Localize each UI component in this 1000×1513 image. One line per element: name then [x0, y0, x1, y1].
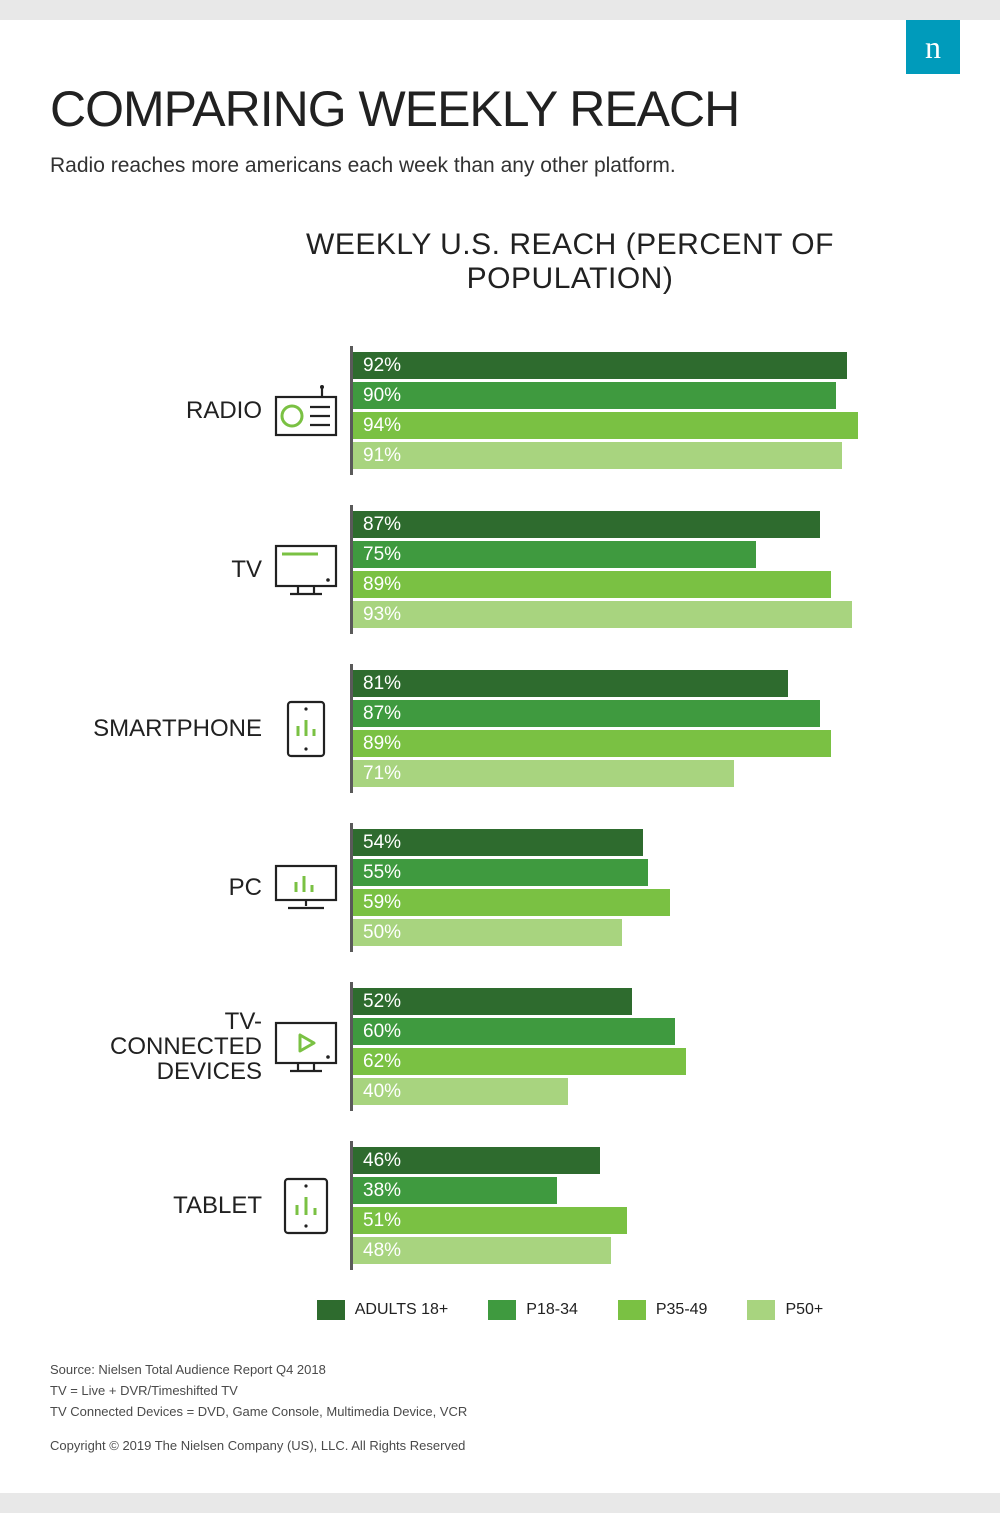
category-label-area: TV [130, 505, 350, 634]
bar-adults18plus: 52% [353, 988, 632, 1015]
footnote-line: TV Connected Devices = DVD, Game Console… [50, 1402, 950, 1423]
tv-icon [274, 540, 338, 600]
legend-item: P18-34 [488, 1300, 578, 1320]
bar-adults18plus: 87% [353, 511, 820, 538]
bar-p50plus: 48% [353, 1237, 611, 1264]
category-label: RADIO [186, 398, 262, 423]
chart-legend: ADULTS 18+ P18-34 P35-49 P50+ [130, 1300, 890, 1320]
chart-container: WEEKLY U.S. REACH (PERCENT OF POPULATION… [50, 228, 950, 1320]
category-label: TV-CONNECTEDDEVICES [110, 1009, 262, 1085]
legend-swatch [618, 1300, 646, 1320]
legend-label: P18-34 [526, 1301, 578, 1319]
category-label-area: RADIO [130, 346, 350, 475]
legend-swatch [747, 1300, 775, 1320]
category-bars: 87% 75% 89% 93% [350, 505, 890, 634]
legend-swatch [317, 1300, 345, 1320]
legend-label: P50+ [785, 1301, 823, 1319]
infographic-page: n COMPARING WEEKLY REACH Radio reaches m… [0, 20, 1000, 1493]
bar-adults18plus: 92% [353, 352, 847, 379]
category-label: TV [231, 557, 262, 582]
bar-p18_34: 90% [353, 382, 836, 409]
smartphone-icon [274, 699, 338, 759]
tv-connected-icon [274, 1017, 338, 1077]
bar-p50plus: 91% [353, 442, 842, 469]
bar-adults18plus: 81% [353, 670, 788, 697]
main-title: COMPARING WEEKLY REACH [50, 80, 950, 138]
chart-category: TABLET 46% 38% 51% 48% [130, 1141, 890, 1270]
bar-p18_34: 75% [353, 541, 756, 568]
bar-p50plus: 93% [353, 601, 852, 628]
chart-category: TV-CONNECTEDDEVICES 52% 60% 62% 40% [130, 982, 890, 1111]
category-label: SMARTPHONE [93, 716, 262, 741]
category-bars: 54% 55% 59% 50% [350, 823, 890, 952]
chart-category: TV 87% 75% 89% 93% [130, 505, 890, 634]
bar-adults18plus: 46% [353, 1147, 600, 1174]
category-bars: 46% 38% 51% 48% [350, 1141, 890, 1270]
category-label-area: SMARTPHONE [130, 664, 350, 793]
pc-icon [274, 858, 338, 918]
category-bars: 81% 87% 89% 71% [350, 664, 890, 793]
legend-item: P35-49 [618, 1300, 708, 1320]
bar-p35_49: 62% [353, 1048, 686, 1075]
chart-category: PC 54% 55% 59% 50% [130, 823, 890, 952]
category-label-area: PC [130, 823, 350, 952]
category-label-area: TV-CONNECTEDDEVICES [130, 982, 350, 1111]
footnotes: Source: Nielsen Total Audience Report Q4… [50, 1360, 950, 1422]
legend-label: P35-49 [656, 1301, 708, 1319]
bar-p50plus: 50% [353, 919, 622, 946]
legend-item: ADULTS 18+ [317, 1300, 449, 1320]
legend-item: P50+ [747, 1300, 823, 1320]
bar-p18_34: 38% [353, 1177, 557, 1204]
bar-p18_34: 55% [353, 859, 648, 886]
legend-swatch [488, 1300, 516, 1320]
nielsen-logo-letter: n [925, 29, 941, 66]
bar-p50plus: 71% [353, 760, 734, 787]
copyright: Copyright © 2019 The Nielsen Company (US… [50, 1438, 950, 1453]
bar-p18_34: 60% [353, 1018, 675, 1045]
footnote-line: TV = Live + DVR/Timeshifted TV [50, 1381, 950, 1402]
category-label: PC [229, 875, 262, 900]
bar-p35_49: 94% [353, 412, 858, 439]
category-bars: 92% 90% 94% 91% [350, 346, 890, 475]
bar-p35_49: 59% [353, 889, 670, 916]
bar-p35_49: 89% [353, 730, 831, 757]
category-label-area: TABLET [130, 1141, 350, 1270]
subtitle: Radio reaches more americans each week t… [50, 154, 950, 178]
bar-p35_49: 89% [353, 571, 831, 598]
bar-p18_34: 87% [353, 700, 820, 727]
category-label: TABLET [173, 1193, 262, 1218]
chart-categories: RADIO 92% 90% 94% 91% TV 87% 75% 89% 93% SMARTPH… [130, 346, 890, 1270]
footnote-line: Source: Nielsen Total Audience Report Q4… [50, 1360, 950, 1381]
category-bars: 52% 60% 62% 40% [350, 982, 890, 1111]
chart-category: SMARTPHONE 81% 87% 89% 71% [130, 664, 890, 793]
radio-icon [274, 381, 338, 441]
chart-category: RADIO 92% 90% 94% 91% [130, 346, 890, 475]
bar-p35_49: 51% [353, 1207, 627, 1234]
bar-adults18plus: 54% [353, 829, 643, 856]
tablet-icon [274, 1176, 338, 1236]
legend-label: ADULTS 18+ [355, 1301, 449, 1319]
bar-p50plus: 40% [353, 1078, 568, 1105]
nielsen-logo: n [906, 20, 960, 74]
chart-title: WEEKLY U.S. REACH (PERCENT OF POPULATION… [130, 228, 890, 296]
